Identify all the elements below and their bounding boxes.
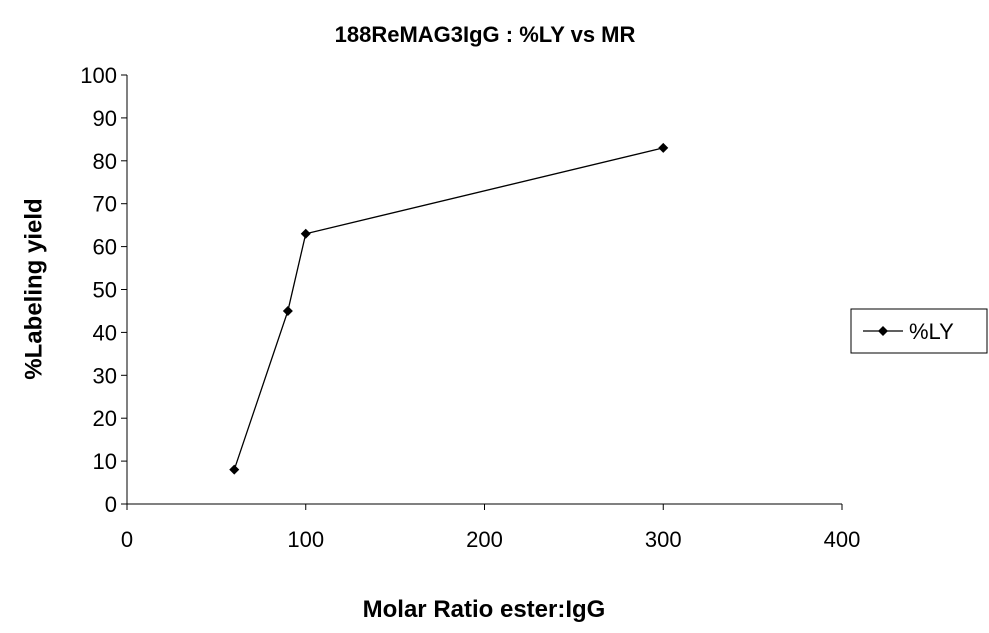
data-point (300, 228, 311, 239)
legend-box (850, 308, 988, 354)
y-tick-label: 90 (93, 106, 117, 131)
y-tick-label: 80 (93, 149, 117, 174)
legend: %LY (850, 308, 988, 354)
x-axis-title: Molar Ratio ester:IgG (363, 596, 606, 623)
y-axis-ticks: 0 10 20 30 40 50 60 70 80 90 100 (80, 63, 127, 517)
y-tick-label: 10 (93, 449, 117, 474)
plot-area (229, 142, 669, 475)
x-tick-label: 0 (121, 527, 133, 552)
legend-marker (878, 326, 888, 336)
data-point (658, 142, 669, 153)
series-line (233, 147, 664, 470)
y-tick-label: 100 (80, 63, 117, 88)
x-tick-label: 300 (645, 527, 682, 552)
y-tick-label: 60 (93, 235, 117, 260)
data-point (282, 305, 293, 316)
legend-label: %LY (909, 319, 954, 344)
x-axis-ticks: 0 100 200 300 400 (121, 504, 860, 552)
x-tick-label: 400 (824, 527, 861, 552)
y-tick-label: 30 (93, 363, 117, 388)
axes (126, 75, 842, 505)
chart-title: 188ReMAG3IgG : %LY vs MR (335, 22, 636, 47)
x-tick-label: 100 (287, 527, 324, 552)
x-tick-label: 200 (466, 527, 503, 552)
y-tick-label: 70 (93, 192, 117, 217)
y-tick-label: 50 (93, 278, 117, 303)
y-tick-label: 20 (93, 406, 117, 431)
y-tick-label: 40 (93, 320, 117, 345)
data-point (229, 464, 240, 475)
y-axis-title: %Labeling yield (20, 198, 47, 379)
y-tick-label: 0 (105, 492, 117, 517)
